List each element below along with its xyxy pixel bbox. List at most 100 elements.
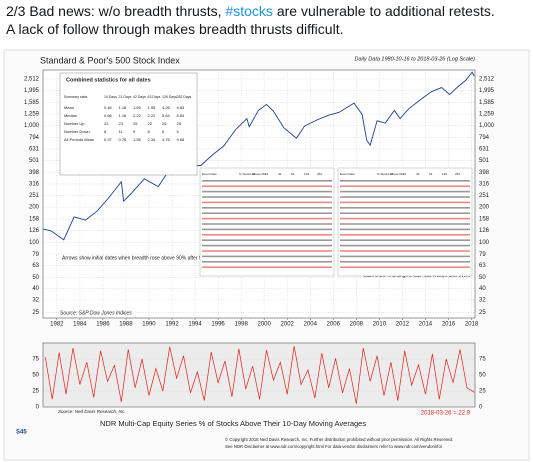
table-header: Summary stats [64, 95, 88, 99]
x-tick-label: 1998 [234, 322, 248, 328]
table-header: 63 Days [148, 95, 161, 99]
y-tick-label: 1,995 [24, 88, 40, 94]
table-row [202, 239, 332, 241]
y-tick-label: 0 [36, 405, 40, 411]
y-tick-label: 1,259 [24, 112, 40, 118]
table-cell: 6 [104, 129, 107, 134]
y-tick-label: 251 [29, 193, 40, 199]
annotation: 2018-03-26 = 22.9 [421, 411, 471, 417]
table-header: 10 [252, 172, 256, 176]
y-tick-label: 631 [29, 147, 40, 153]
table-cell: Number Down [64, 129, 90, 134]
source: Source: S&P Dow Jones Indices [60, 310, 132, 316]
table-title: Combined statistics for all dates [66, 77, 151, 83]
table-cell: 2.34 [148, 137, 157, 142]
x-tick-label: 1992 [165, 322, 179, 328]
y-tick-label: 126 [29, 228, 40, 234]
hashtag[interactable]: #stocks [225, 3, 273, 19]
table-cell: 2.22 [148, 113, 157, 118]
table-header: 42 [278, 172, 282, 176]
table-header: 42 [416, 172, 420, 176]
y-tick-label: 25 [479, 310, 486, 316]
table-row [202, 266, 332, 268]
table-cell: 0.46 [104, 105, 113, 110]
table-header: 126 [304, 172, 309, 176]
y-tick-label: 200 [479, 205, 490, 211]
tweet-line: 2/3 Bad news: w/o breadth thrusts, [6, 3, 226, 19]
table-cell: 25 [133, 121, 138, 126]
data-line [44, 346, 475, 404]
copyright: See NDR Disclaimer at www.ndr.com/copyri… [225, 444, 443, 449]
y-tick-label: 1,995 [479, 88, 495, 94]
table-row [202, 250, 332, 252]
y-tick-label: 794 [29, 135, 40, 141]
y-tick-label: 794 [479, 135, 490, 141]
table-row [340, 255, 470, 258]
table-cell: 4.26 [162, 105, 171, 110]
table-row [202, 180, 332, 182]
table-header: 63 [429, 172, 433, 176]
x-tick-label: 2006 [327, 322, 341, 328]
y-tick-label: 25 [479, 389, 486, 395]
table-cell: 9.68 [177, 137, 186, 142]
table-row [202, 217, 332, 220]
table-row [202, 244, 332, 247]
y-tick-label: 631 [479, 147, 490, 153]
table-box [337, 167, 473, 277]
table-cell: Mean [64, 105, 74, 110]
y-tick-label: 200 [29, 205, 40, 211]
table-header: Event Date [340, 172, 355, 176]
table-row [202, 207, 332, 209]
y-tick-label: 25 [32, 389, 39, 395]
note: Arrows show initial dates when breadth r… [62, 255, 274, 261]
table-row [340, 212, 470, 214]
y-tick-label: 32 [479, 298, 486, 304]
table-row [340, 217, 470, 220]
table-box [199, 167, 335, 277]
table-header: 21 Days [119, 95, 132, 99]
table-cell: 23 [119, 121, 124, 126]
x-tick-label: 1996 [211, 322, 225, 328]
table-row [202, 196, 332, 198]
table-row [340, 201, 470, 204]
y-tick-label: 501 [479, 158, 490, 164]
table-row [202, 185, 332, 187]
x-tick-label: 2016 [442, 322, 456, 328]
y-tick-label: 75 [32, 357, 39, 363]
table-row [340, 234, 470, 236]
table-header: 63 [291, 172, 295, 176]
table-cell: 9 [133, 129, 136, 134]
table-row [340, 185, 470, 187]
x-tick-label: 1988 [119, 322, 133, 328]
y-tick-label: 100 [29, 240, 40, 246]
table-row [340, 244, 470, 247]
tweet-line: are vulnerable to additional retests. [272, 3, 495, 19]
logo: S45 [16, 430, 27, 436]
table-cell: Number Up [64, 121, 85, 126]
table-row [202, 212, 332, 214]
y-tick-label: 32 [32, 298, 39, 304]
y-tick-label: 79 [479, 252, 486, 258]
tweet-line: A lack of follow through makes breadth t… [6, 21, 344, 37]
source: Source: Ned Davis Research, Inc. [58, 409, 126, 414]
table-cell: 2.22 [133, 113, 142, 118]
y-tick-label: 398 [479, 170, 490, 176]
table-header: 252 [455, 172, 460, 176]
y-tick-label: 50 [479, 373, 486, 379]
table-header: 252 [317, 172, 322, 176]
y-tick-label: 63 [479, 263, 486, 269]
y-tick-label: 1,585 [479, 100, 495, 106]
table-cell: 1.95 [148, 105, 157, 110]
x-tick-label: 2010 [373, 322, 387, 328]
y-tick-label: 251 [479, 193, 490, 199]
table-header: 21 [265, 172, 269, 176]
y-tick-label: 501 [29, 158, 40, 164]
table-cell: 0.37 [104, 137, 113, 142]
table-cell: 5.64 [162, 113, 171, 118]
table-cell: 9.83 [177, 105, 186, 110]
table-row [340, 180, 470, 182]
table-cell: 8 [148, 129, 151, 134]
y-tick-label: 1,585 [24, 100, 40, 106]
x-tick-label: 1982 [50, 322, 64, 328]
